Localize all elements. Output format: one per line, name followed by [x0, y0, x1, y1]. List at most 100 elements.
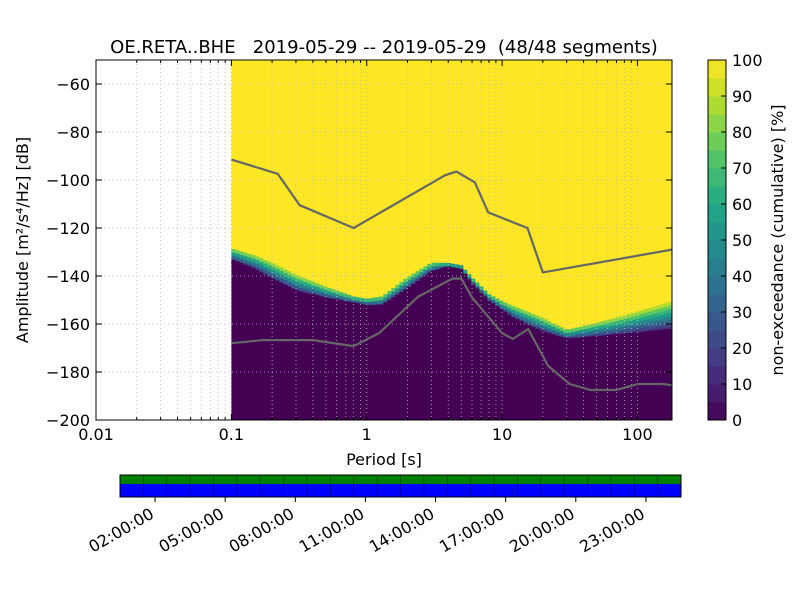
- heatmap-column: [591, 60, 596, 420]
- heatmap-cell-transition: [651, 306, 656, 311]
- heatmap-cell-transition: [527, 315, 532, 320]
- heatmap-column: [663, 60, 668, 420]
- heatmap-cell-transition: [651, 314, 656, 319]
- heatmap-column: [647, 60, 652, 420]
- heatmap-cell-transition: [307, 280, 312, 285]
- heatmap-cell-transition: [567, 325, 572, 330]
- heatmap-cell-low: [443, 267, 448, 420]
- heatmap-column: [291, 60, 296, 420]
- heatmap-cell-high: [263, 60, 268, 257]
- heatmap-cell-transition: [303, 285, 308, 290]
- heatmap-cell-transition: [283, 276, 288, 281]
- heatmap-cell-high: [547, 60, 552, 318]
- heatmap-cell-transition: [267, 258, 272, 263]
- heatmap-cell-transition: [611, 318, 616, 323]
- heatmap-cell-transition: [351, 299, 356, 305]
- heatmap-cell-transition: [631, 327, 636, 332]
- heatmap-column: [623, 60, 628, 420]
- heatmap-cell-high: [495, 60, 500, 296]
- heatmap-column: [667, 60, 672, 420]
- heatmap-cell-transition: [603, 327, 608, 332]
- heatmap-column: [275, 60, 280, 420]
- colorbar-tick-label: 40: [732, 267, 752, 286]
- heatmap-cell-transition: [419, 265, 424, 270]
- heatmap-cell-transition: [347, 294, 352, 300]
- heatmap-cell-high: [423, 60, 428, 263]
- heatmap-cell-transition: [283, 265, 288, 270]
- heatmap-cell-high: [475, 60, 480, 279]
- coverage-time-label: 08:00:00: [226, 504, 298, 556]
- colorbar-segment: [708, 330, 726, 349]
- heatmap-cell-low: [339, 300, 344, 420]
- heatmap-cell-transition: [531, 310, 536, 315]
- heatmap-cell-transition: [431, 262, 436, 267]
- heatmap-column: [599, 60, 604, 420]
- heatmap-cell-transition: [355, 293, 360, 298]
- heatmap-cell-transition: [319, 292, 324, 297]
- heatmap-cell-transition: [299, 280, 304, 285]
- heatmap-cell-transition: [463, 269, 468, 274]
- heatmap-column: [631, 60, 636, 420]
- heatmap-cell-high: [411, 60, 416, 271]
- heatmap-cell-transition: [587, 328, 592, 333]
- x-tick-label: 0.1: [219, 425, 244, 444]
- heatmap-cell-high: [315, 60, 320, 280]
- heatmap-column: [551, 60, 556, 420]
- heatmap-cell-transition: [387, 290, 392, 296]
- heatmap-cell-transition: [619, 312, 624, 317]
- y-tick-label: −100: [46, 171, 90, 190]
- heatmap-cell-high: [291, 60, 296, 270]
- heatmap-cell-high: [491, 60, 496, 293]
- heatmap-cell-transition: [667, 301, 672, 307]
- heatmap-cell-transition: [359, 301, 364, 306]
- y-tick-label: −120: [46, 219, 90, 238]
- heatmap-cell-transition: [311, 285, 316, 290]
- heatmap-cell-transition: [475, 282, 480, 287]
- heatmap-cell-high: [339, 60, 344, 289]
- heatmap-cell-transition: [519, 312, 524, 317]
- heatmap-cell-transition: [647, 304, 652, 309]
- colorbar-segment: [708, 60, 726, 79]
- heatmap-cell-transition: [651, 317, 656, 322]
- heatmap-cell-transition: [231, 245, 236, 250]
- heatmap-cell-transition: [467, 274, 472, 279]
- heatmap-cell-low: [367, 304, 372, 420]
- heatmap-cell-transition: [535, 312, 540, 317]
- noise-model-lines: [231, 158, 672, 392]
- heatmap-cell-transition: [663, 321, 668, 326]
- heatmap-column: [515, 60, 520, 420]
- heatmap-cell-transition: [623, 318, 628, 323]
- heatmap-column: [431, 60, 436, 420]
- heatmap-cell-transition: [399, 278, 404, 283]
- heatmap-cell-transition: [639, 310, 644, 315]
- heatmap-cell-transition: [547, 328, 552, 333]
- heatmap-column: [463, 60, 468, 420]
- heatmap-cell-transition: [471, 278, 476, 283]
- heatmap-cell-transition: [659, 311, 664, 316]
- heatmap-cell-transition: [663, 324, 668, 329]
- heatmap-cell-transition: [667, 312, 672, 317]
- heatmap-cell-transition: [519, 309, 524, 314]
- heatmap-cell-transition: [655, 309, 660, 314]
- heatmap-cell-transition: [559, 334, 564, 339]
- heatmap-cell-low: [299, 291, 304, 420]
- heatmap-column: [519, 60, 524, 420]
- heatmap-cell-transition: [627, 324, 632, 329]
- heatmap-cell-low: [479, 292, 484, 420]
- heatmap-cell-transition: [647, 318, 652, 323]
- heatmap-column: [587, 60, 592, 420]
- heatmap-cell-transition: [407, 276, 412, 281]
- heatmap-cell-low: [527, 325, 532, 420]
- heatmap-cell-high: [275, 60, 280, 262]
- heatmap-cell-transition: [419, 272, 424, 277]
- heatmap-cell-low: [591, 336, 596, 420]
- heatmap-cell-transition: [271, 270, 276, 275]
- heatmap-cell-transition: [639, 317, 644, 322]
- heatmap-cell-transition: [663, 314, 668, 319]
- heatmap-cell-transition: [479, 286, 484, 291]
- heatmap-cell-high: [307, 60, 312, 277]
- heatmap-cell-transition: [659, 308, 664, 313]
- heatmap-cell-low: [495, 306, 500, 420]
- heatmap-column: [447, 60, 452, 420]
